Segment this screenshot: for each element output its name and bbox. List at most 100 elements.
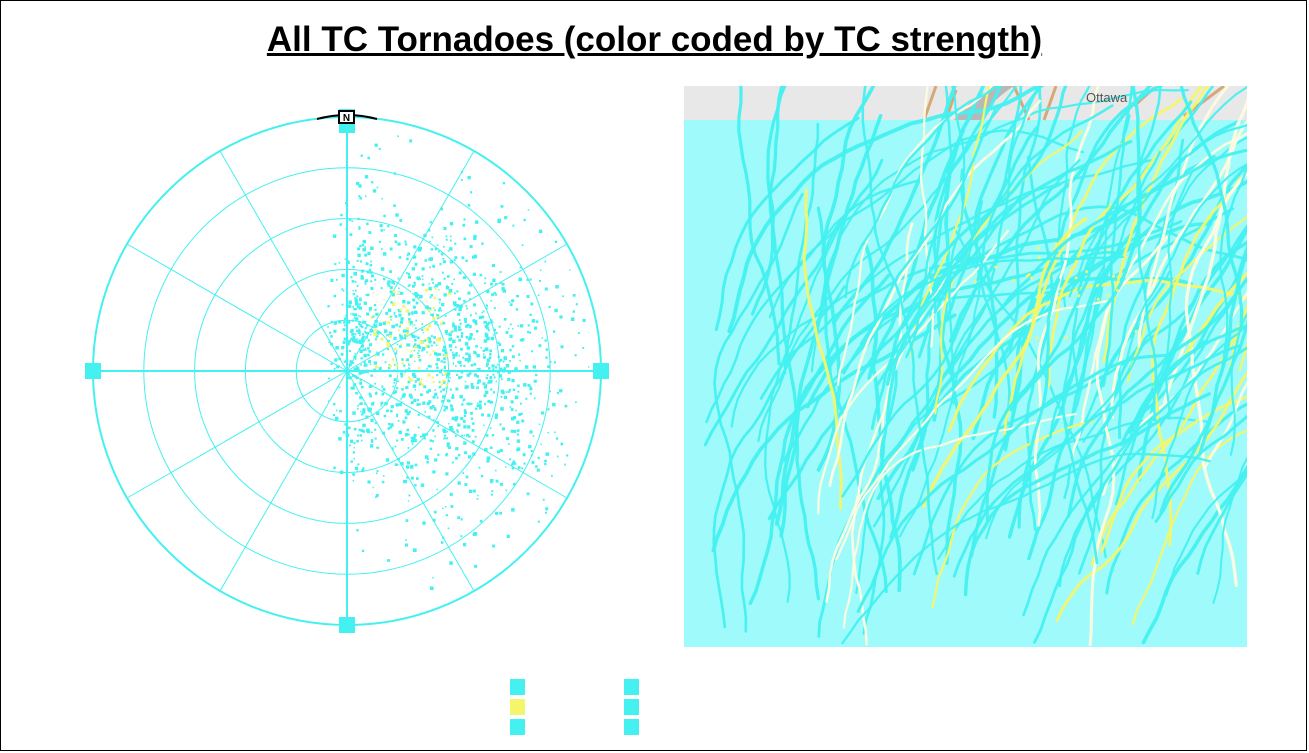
polar-point <box>476 498 479 500</box>
polar-point <box>462 356 465 359</box>
polar-point <box>490 479 494 483</box>
polar-point <box>431 313 434 317</box>
storm-track <box>1137 86 1230 348</box>
polar-point <box>458 271 462 275</box>
polar-point <box>409 362 413 366</box>
polar-point <box>382 431 385 435</box>
polar-point <box>434 247 438 251</box>
polar-point <box>413 245 417 249</box>
polar-point <box>447 372 451 376</box>
polar-point <box>463 237 467 241</box>
polar-point <box>404 306 406 309</box>
polar-point <box>493 307 496 310</box>
polar-point <box>434 407 436 409</box>
polar-point <box>359 298 362 302</box>
storm-track <box>727 86 1045 334</box>
polar-point <box>434 458 438 462</box>
storm-track <box>850 260 957 646</box>
storm-track <box>987 86 1040 291</box>
polar-point <box>379 331 382 334</box>
polar-point <box>345 314 348 317</box>
storm-track <box>1151 324 1247 520</box>
polar-point <box>564 404 568 408</box>
polar-point <box>352 451 355 454</box>
polar-point <box>402 329 406 333</box>
polar-point <box>424 298 428 303</box>
polar-point <box>477 379 481 383</box>
polar-point <box>384 320 387 323</box>
polar-point <box>495 283 497 285</box>
polar-point <box>361 335 365 339</box>
polar-point <box>364 175 369 179</box>
polar-point <box>413 333 416 336</box>
polar-point <box>538 229 543 233</box>
polar-point <box>402 393 406 397</box>
polar-point <box>406 411 410 416</box>
polar-point <box>357 404 360 407</box>
track-point <box>1025 274 1029 278</box>
polar-point <box>405 336 409 340</box>
polar-point <box>375 335 379 338</box>
polar-point <box>400 438 404 441</box>
polar-point <box>359 315 362 318</box>
polar-point <box>435 344 438 347</box>
polar-point <box>511 463 514 466</box>
polar-point <box>355 317 358 320</box>
polar-point <box>509 360 511 362</box>
polar-point <box>493 328 496 332</box>
polar-point <box>360 345 364 348</box>
polar-point <box>499 448 503 453</box>
polar-point <box>490 481 493 484</box>
polar-point <box>414 484 417 487</box>
polar-point <box>407 376 411 379</box>
polar-point <box>424 343 427 346</box>
polar-point <box>412 384 417 388</box>
storm-track <box>1229 312 1247 456</box>
polar-point <box>397 458 400 461</box>
polar-point <box>408 275 412 279</box>
polar-point <box>495 380 497 383</box>
polar-point <box>328 339 331 341</box>
polar-point <box>453 354 456 357</box>
polar-point <box>417 355 420 358</box>
polar-point <box>471 385 475 389</box>
polar-point <box>356 338 358 340</box>
polar-point <box>427 402 429 404</box>
polar-point <box>354 358 357 360</box>
polar-point <box>422 401 426 405</box>
storm-track <box>859 255 1128 345</box>
polar-point <box>511 328 514 330</box>
polar-point <box>559 315 563 319</box>
polar-point <box>438 307 442 310</box>
polar-point <box>432 264 436 268</box>
polar-points <box>327 135 590 591</box>
polar-point <box>364 282 367 285</box>
polar-point <box>370 387 374 392</box>
polar-point <box>407 272 410 276</box>
polar-point <box>372 189 377 193</box>
polar-point <box>450 505 454 508</box>
polar-point <box>395 364 399 367</box>
polar-point <box>524 365 529 369</box>
storm-track <box>835 299 1109 561</box>
polar-point <box>449 349 452 351</box>
polar-point <box>362 239 367 244</box>
polar-point <box>351 280 355 283</box>
polar-point <box>382 252 387 256</box>
polar-point <box>461 376 463 378</box>
polar-point <box>453 328 457 332</box>
polar-point <box>547 365 551 369</box>
polar-point <box>357 253 361 257</box>
polar-point <box>413 548 417 552</box>
polar-point <box>442 536 445 539</box>
polar-point <box>521 244 524 246</box>
polar-point <box>356 284 359 287</box>
polar-point <box>532 435 535 437</box>
storm-track <box>862 369 898 635</box>
polar-point <box>437 323 439 326</box>
polar-point <box>451 416 455 420</box>
polar-point <box>463 410 468 414</box>
polar-point <box>490 388 493 391</box>
polar-point <box>392 290 396 294</box>
polar-point <box>352 411 356 415</box>
